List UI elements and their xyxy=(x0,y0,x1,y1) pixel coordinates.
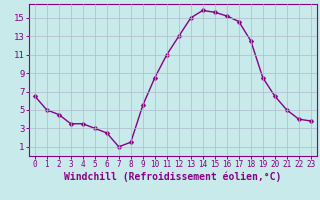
X-axis label: Windchill (Refroidissement éolien,°C): Windchill (Refroidissement éolien,°C) xyxy=(64,172,282,182)
